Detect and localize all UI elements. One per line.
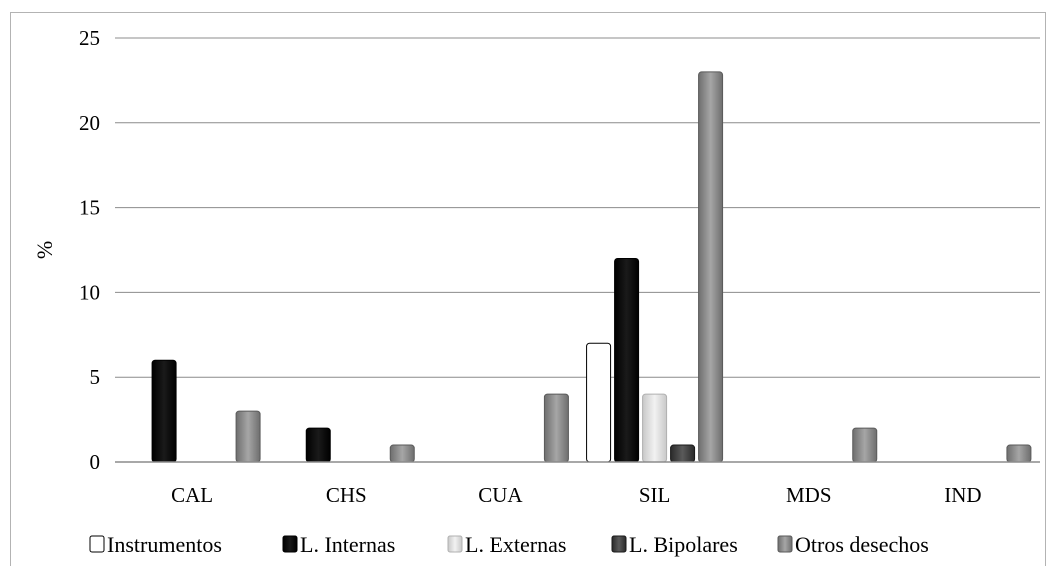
- y-tick-label: 0: [90, 450, 101, 474]
- y-tick-label: 20: [79, 111, 100, 135]
- legend-label-2: L. Externas: [465, 532, 566, 557]
- bar-cal-4: [235, 410, 261, 463]
- x-axis-ticks: CAL CHS CUA SIL MDS IND: [171, 483, 981, 507]
- bar-chs-4: [389, 444, 415, 463]
- legend-swatch-0: [89, 535, 105, 553]
- bar-sil-3: [670, 444, 696, 463]
- y-axis-ticks: 0 5 10 15 20 25: [79, 26, 100, 474]
- x-tick-label: CHS: [326, 483, 367, 507]
- legend-swatch-1: [282, 535, 298, 553]
- x-tick-label: IND: [944, 483, 981, 507]
- legend-swatch-3: [611, 535, 627, 553]
- legend-label-4: Otros desechos: [795, 532, 929, 557]
- bar-sil-2: [642, 393, 668, 463]
- legend-label-1: L. Internas: [300, 532, 395, 557]
- legend-label-0: Instrumentos: [107, 532, 222, 557]
- y-tick-label: 15: [79, 196, 100, 220]
- y-tick-label: 10: [79, 280, 100, 304]
- legend: Instrumentos L. Internas L. Externas L. Bip…: [89, 532, 929, 557]
- y-axis-title: %: [32, 241, 57, 259]
- bar-sil-1: [614, 257, 640, 463]
- bar-cua-4: [543, 393, 569, 463]
- y-tick-label: 25: [79, 26, 100, 50]
- x-tick-label: CAL: [171, 483, 213, 507]
- chart-frame: [10, 12, 1046, 566]
- legend-label-3: L. Bipolares: [629, 532, 738, 557]
- bar-ind-4: [1006, 444, 1032, 463]
- x-tick-label: CUA: [478, 483, 523, 507]
- x-tick-label: SIL: [639, 483, 671, 507]
- bar-cal-1: [151, 359, 177, 463]
- y-tick-label: 5: [90, 365, 101, 389]
- legend-swatch-4: [777, 535, 793, 553]
- bar-sil-4: [698, 71, 724, 463]
- bars: [151, 71, 1032, 463]
- gridlines: [115, 37, 1040, 378]
- legend-swatch-2: [447, 535, 463, 553]
- x-tick-label: MDS: [786, 483, 832, 507]
- bar-chs-1: [305, 427, 331, 463]
- bar-mds-4: [852, 427, 878, 463]
- bar-sil-0: [586, 342, 612, 463]
